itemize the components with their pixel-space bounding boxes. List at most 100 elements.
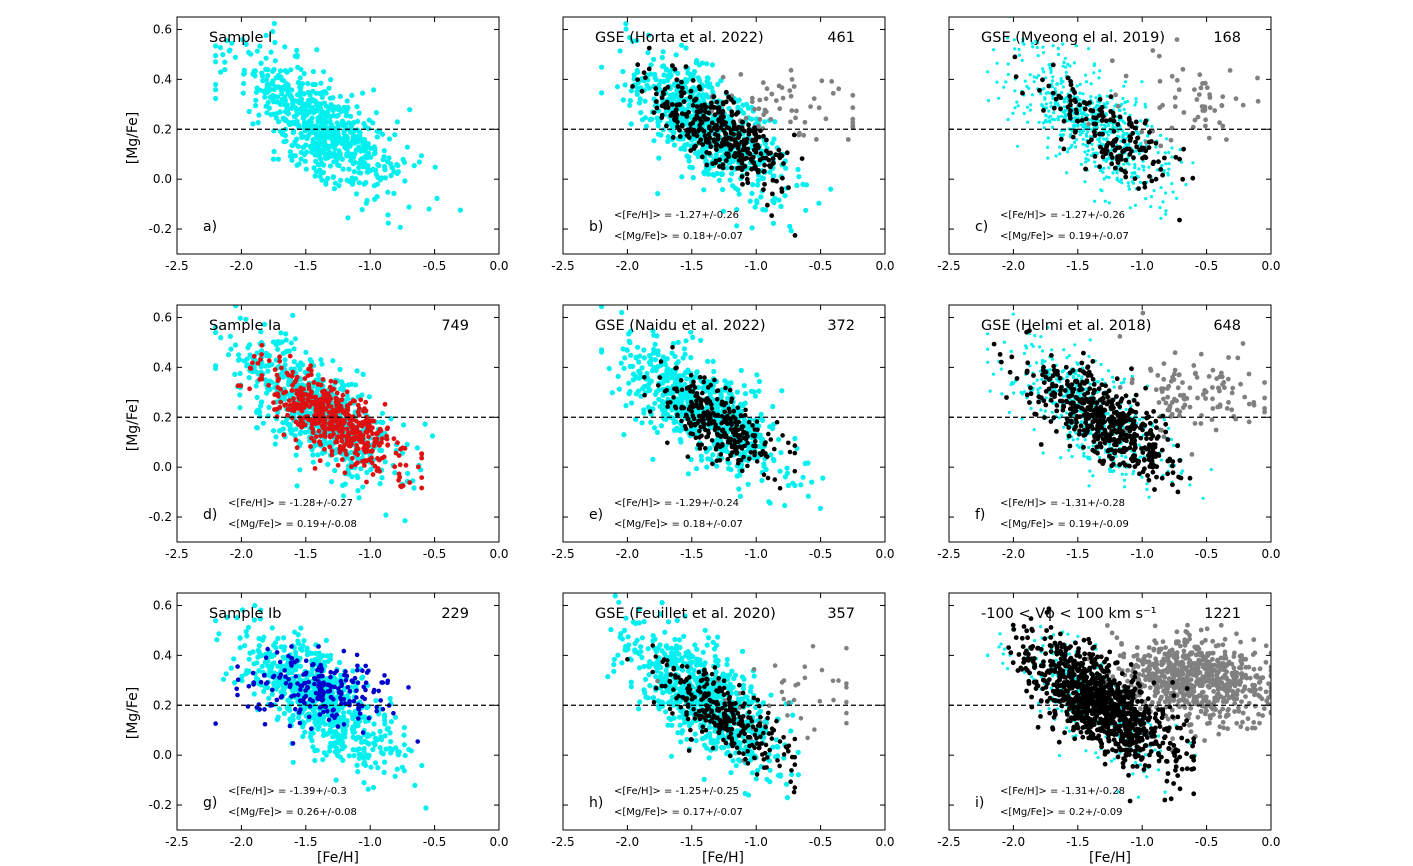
data-point	[814, 137, 819, 142]
data-point	[845, 137, 851, 142]
data-point	[266, 404, 272, 410]
data-point	[385, 189, 391, 195]
data-point	[738, 401, 744, 408]
data-point	[371, 87, 377, 93]
data-point	[297, 396, 302, 402]
data-point	[771, 136, 777, 142]
data-point	[320, 423, 326, 429]
data-point	[254, 425, 260, 431]
data-point	[1040, 77, 1045, 83]
data-point	[724, 380, 730, 386]
data-point	[1155, 168, 1160, 172]
data-point	[1170, 182, 1174, 186]
data-point	[727, 177, 733, 183]
data-point	[685, 471, 692, 477]
data-point	[788, 93, 794, 99]
data-point	[675, 339, 681, 345]
data-point	[1123, 157, 1129, 163]
data-point	[1130, 130, 1136, 136]
data-point	[622, 355, 628, 361]
data-point	[744, 176, 750, 182]
data-point	[754, 198, 760, 204]
data-point	[213, 59, 219, 65]
data-point	[702, 375, 707, 380]
data-point	[737, 472, 743, 478]
data-point	[770, 421, 777, 428]
data-point	[675, 119, 680, 125]
data-point	[213, 363, 219, 369]
data-point	[640, 386, 646, 392]
data-point	[250, 121, 256, 127]
data-point	[704, 464, 710, 470]
data-point	[1118, 108, 1122, 113]
data-point	[715, 136, 721, 141]
data-point	[325, 153, 331, 159]
data-point	[687, 94, 693, 100]
figure-xlabel-col1: [Fe/H]	[317, 850, 359, 866]
data-point	[688, 329, 694, 335]
data-point	[674, 365, 679, 371]
data-point	[313, 107, 319, 114]
data-point	[1159, 133, 1163, 137]
data-point	[653, 77, 659, 83]
data-point	[316, 428, 322, 434]
data-point	[337, 366, 343, 373]
data-point	[286, 348, 292, 354]
data-point	[330, 358, 336, 364]
data-point	[1156, 159, 1161, 165]
data-point	[1240, 102, 1246, 108]
data-point	[347, 443, 353, 449]
data-point	[1184, 183, 1188, 187]
data-point	[750, 182, 756, 188]
data-point	[238, 383, 244, 389]
data-point	[237, 392, 243, 398]
data-point	[704, 162, 710, 168]
data-point	[317, 458, 323, 464]
data-point	[1159, 164, 1164, 168]
data-point	[354, 443, 359, 448]
data-point	[726, 436, 732, 441]
data-point	[701, 187, 707, 193]
data-point	[340, 392, 346, 398]
data-point	[688, 373, 694, 378]
data-point	[756, 106, 762, 112]
data-point	[1143, 118, 1149, 124]
data-point	[333, 457, 339, 463]
data-point	[755, 177, 761, 184]
data-point	[709, 62, 716, 68]
data-point	[378, 419, 384, 425]
data-point	[1083, 166, 1088, 172]
data-point	[752, 106, 757, 112]
data-point	[1197, 72, 1203, 78]
data-point	[275, 378, 281, 383]
data-point	[1131, 155, 1136, 161]
data-point	[763, 96, 769, 102]
data-point	[1092, 129, 1097, 135]
data-point	[652, 357, 659, 363]
data-point	[773, 98, 779, 103]
data-point	[1046, 83, 1052, 89]
data-point	[786, 440, 791, 446]
data-point	[670, 345, 675, 350]
data-point	[665, 138, 671, 144]
data-point	[321, 134, 327, 140]
data-point	[709, 438, 715, 443]
data-point	[1074, 138, 1078, 142]
data-point	[270, 428, 277, 434]
data-point	[268, 49, 274, 55]
data-point	[741, 449, 747, 455]
data-point	[693, 97, 698, 103]
data-point	[294, 47, 300, 54]
data-point	[361, 181, 367, 187]
data-point	[1115, 103, 1121, 109]
data-point	[1047, 109, 1051, 113]
data-point	[1047, 115, 1051, 119]
data-point	[750, 137, 756, 143]
data-point	[379, 436, 385, 441]
data-point	[717, 444, 723, 450]
data-point	[626, 391, 632, 397]
data-point	[1015, 144, 1020, 148]
data-point	[705, 385, 711, 390]
data-point	[655, 363, 661, 369]
data-point	[694, 370, 700, 376]
